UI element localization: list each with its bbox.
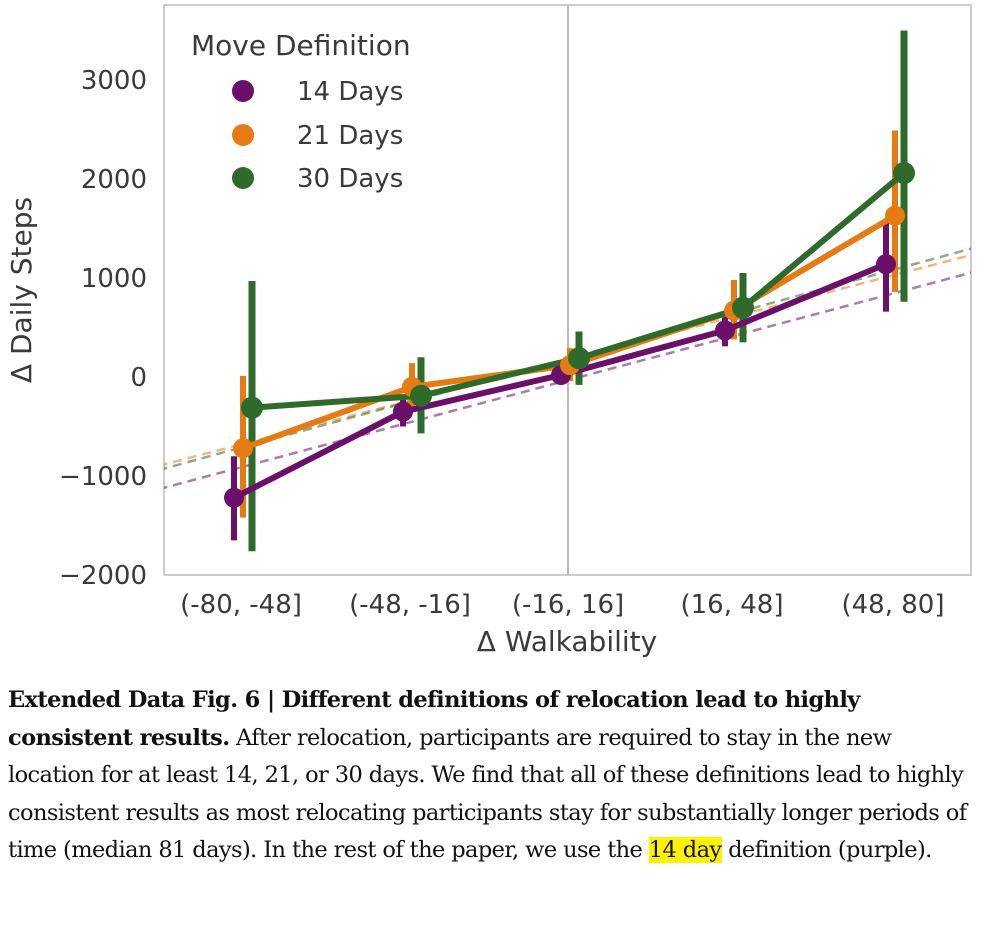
chart: −2000 −1000 0 1000 2000 3000 (-80, -48] (-48, … — [5, 4, 972, 658]
data-point-30-days — [732, 296, 754, 319]
y-tick-label: 3000 — [81, 66, 147, 96]
data-point-30-days — [410, 384, 432, 407]
caption-body: After relocation, participants are requi… — [8, 724, 967, 864]
data-point-14-days — [715, 320, 735, 341]
x-tick-label: (-80, -48] — [180, 590, 302, 620]
data-point-14-days — [224, 487, 244, 508]
x-tick-label: (16, 48] — [681, 590, 784, 620]
data-point-21-days — [233, 438, 253, 459]
data-point-30-days — [241, 396, 263, 419]
trend-line-14-days — [164, 271, 971, 490]
y-tick-label: 2000 — [81, 165, 147, 195]
x-axis-label: Δ Walkability — [477, 625, 657, 658]
legend-marker-21-days — [232, 124, 254, 146]
data-point-21-days — [885, 205, 905, 226]
caption-body-end: definition (purple). — [721, 837, 932, 863]
figure: −2000 −1000 0 1000 2000 3000 (-80, -48] (-48, … — [5, 4, 972, 658]
caption-title: Extended Data Fig. 6 | Different definit… — [8, 687, 860, 751]
caption-highlight: 14 day — [648, 837, 722, 863]
legend-title: Move Definition — [191, 29, 411, 62]
x-tick-label: (48, 80] — [842, 590, 945, 620]
x-tick-label: (-16, 16] — [512, 590, 624, 620]
legend-label-21-days: 21 Days — [297, 121, 403, 151]
data-point-14-days — [876, 254, 896, 275]
y-tick-label: −1000 — [59, 462, 147, 492]
x-tick-label: (-48, -16] — [349, 590, 471, 620]
data-point-30-days — [893, 162, 915, 185]
y-tick-label: 0 — [130, 363, 147, 393]
legend-label-14-days: 14 Days — [297, 77, 403, 107]
y-tick-label: 1000 — [81, 264, 147, 294]
figure-caption: Extended Data Fig. 6 | Different definit… — [8, 682, 983, 870]
legend-label-30-days: 30 Days — [297, 164, 403, 194]
data-point-14-days — [393, 401, 413, 422]
y-tick-label: −2000 — [59, 561, 147, 591]
legend: Move Definition 14 Days 21 Days 30 Days — [191, 29, 411, 194]
legend-marker-14-days — [232, 80, 254, 102]
y-axis-label: Δ Daily Steps — [5, 197, 38, 383]
data-point-30-days — [568, 347, 590, 370]
legend-marker-30-days — [232, 167, 254, 189]
